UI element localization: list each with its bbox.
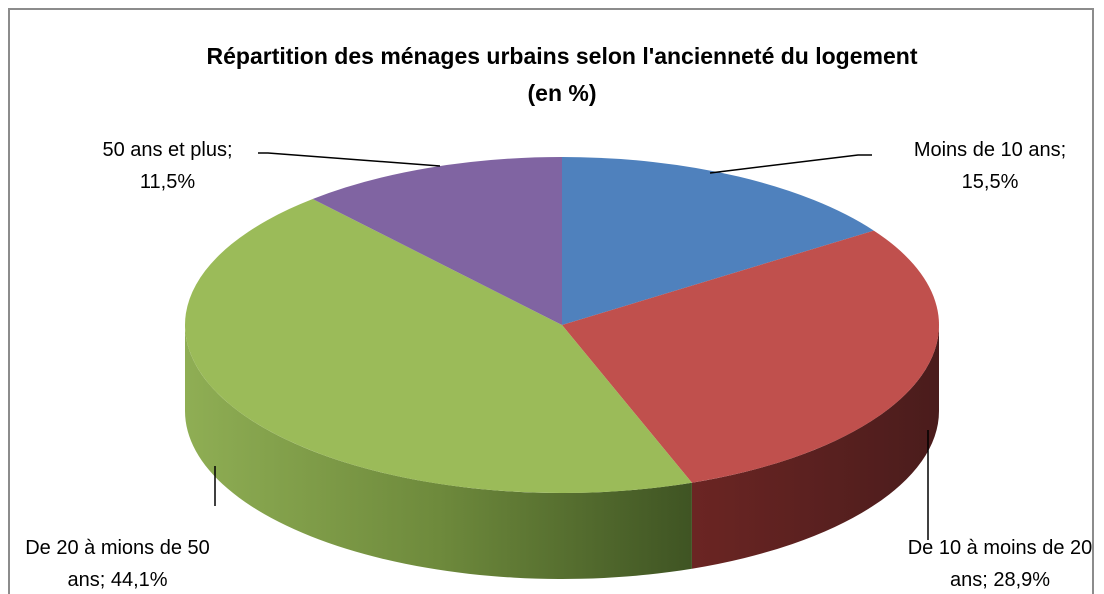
label-separator: ; bbox=[982, 569, 988, 591]
chart-frame bbox=[8, 8, 1094, 594]
slice-side bbox=[185, 325, 692, 579]
label-value: 11,5% bbox=[139, 171, 196, 193]
label-category: De 20 à mions de 50 ans bbox=[25, 537, 210, 591]
label-separator: ; bbox=[1060, 139, 1067, 161]
slice bbox=[562, 230, 940, 483]
slice bbox=[562, 157, 874, 325]
chart-title: Répartition des ménages urbains selon l'… bbox=[206, 43, 918, 106]
data-label: De 20 à mions de 50 ans; 44,1% bbox=[15, 532, 220, 594]
label-separator: ; bbox=[226, 139, 233, 161]
slice bbox=[312, 157, 562, 325]
data-label: De 10 à moins de 20 ans; 28,9% bbox=[905, 532, 1095, 594]
slice bbox=[184, 198, 692, 494]
label-value: 15,5% bbox=[961, 171, 1019, 193]
data-label: Moins de 10 ans; 15,5% bbox=[895, 134, 1085, 198]
leader-line bbox=[258, 152, 441, 167]
leader-line bbox=[709, 154, 872, 174]
slice-side bbox=[691, 325, 939, 569]
label-value: 28,9% bbox=[993, 569, 1051, 591]
label-category: De 10 à moins de 20 ans bbox=[907, 537, 1093, 591]
label-value: 44,1% bbox=[110, 569, 168, 591]
label-category: 50 ans et plus bbox=[102, 139, 227, 161]
label-category: Moins de 10 ans bbox=[913, 139, 1061, 161]
label-separator: ; bbox=[99, 569, 106, 591]
data-label: 50 ans et plus; 11,5% bbox=[75, 134, 260, 198]
